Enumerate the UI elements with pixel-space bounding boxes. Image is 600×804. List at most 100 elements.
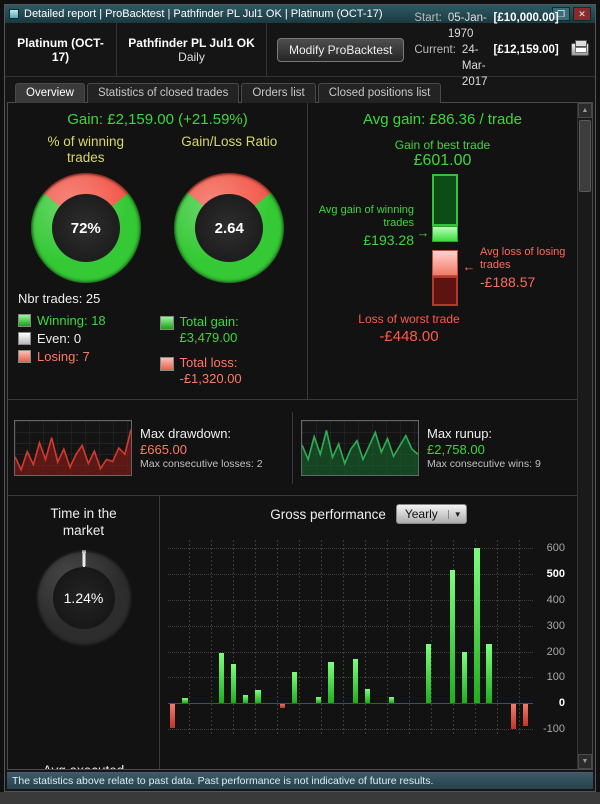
overview-content: Gain: £2,159.00 (+21.59%) % of winning t… bbox=[8, 103, 577, 769]
period-dropdown[interactable]: Yearly ▼ bbox=[395, 504, 467, 525]
avg-loss-label: Avg loss of losing trades bbox=[480, 246, 566, 272]
detailed-report-window: Detailed report | ProBacktest | Pathfind… bbox=[4, 4, 596, 792]
start-amount: [£10,000.00] bbox=[493, 11, 559, 24]
scrollbar-thumb[interactable] bbox=[579, 120, 591, 192]
vertical-divider bbox=[292, 411, 293, 484]
y-tick-label: 600 bbox=[546, 542, 565, 555]
performance-bar bbox=[182, 697, 188, 704]
tab-orders-list[interactable]: Orders list bbox=[241, 83, 316, 103]
winning-trades-title: % of winning trades bbox=[47, 134, 125, 165]
even-swatch-icon bbox=[18, 332, 31, 346]
y-tick-label: 200 bbox=[546, 645, 565, 658]
legend-even: Even: 0 bbox=[18, 331, 160, 346]
restore-button[interactable]: ❐ bbox=[552, 7, 570, 21]
drawdown-sparkline-svg bbox=[15, 428, 131, 475]
gridline bbox=[168, 574, 533, 576]
gross-performance-header: Gross performance Yearly ▼ bbox=[168, 504, 569, 525]
drawdown-text: Max drawdown: £665.00 Max consecutive lo… bbox=[140, 426, 284, 470]
y-tick-label: 100 bbox=[546, 671, 565, 684]
max-runup-label: Max runup: bbox=[427, 425, 493, 441]
losing-swatch-icon bbox=[18, 350, 31, 364]
start-row: Start: 05-Jan-1970 [£10,000.00] bbox=[414, 10, 558, 42]
drawdown-runup-section: Max drawdown: £665.00 Max consecutive lo… bbox=[8, 400, 577, 497]
start-label: Start: bbox=[414, 11, 442, 24]
winning-trades-donut-chart: 72% bbox=[30, 173, 141, 284]
arrow-right-icon: → bbox=[416, 225, 430, 240]
y-tick-label: 400 bbox=[546, 593, 565, 606]
bar-chart-area bbox=[168, 538, 533, 735]
scrollbar-track[interactable] bbox=[578, 118, 592, 754]
gridline bbox=[168, 728, 533, 730]
gross-performance-title: Gross performance bbox=[270, 506, 386, 522]
print-button[interactable] bbox=[565, 38, 595, 62]
best-trade-box bbox=[432, 174, 458, 226]
avg-win-box bbox=[432, 226, 458, 242]
summary-section: Gain: £2,159.00 (+21.59%) % of winning t… bbox=[8, 103, 577, 401]
time-in-market-gauge-chart: 1.24% bbox=[35, 549, 132, 646]
bottom-section: Time in the market 1.24% Avg executed Gr… bbox=[8, 496, 577, 769]
close-button[interactable]: ✕ bbox=[573, 7, 591, 21]
gross-performance-panel: Gross performance Yearly ▼ 600 500 400 300 2… bbox=[160, 496, 577, 769]
current-label: Current: bbox=[414, 43, 456, 56]
vertical-scrollbar[interactable]: ▲ ▼ bbox=[577, 103, 592, 769]
best-trade-value: £601.00 bbox=[413, 152, 472, 169]
total-loss-text: Total loss: -£1,320.00 bbox=[180, 355, 242, 388]
avg-loss-labels: Avg loss of losing trades -£188.57 bbox=[480, 246, 577, 290]
legend-winning: Winning: 18 bbox=[18, 313, 160, 328]
performance-bar bbox=[255, 690, 261, 704]
tab-overview[interactable]: Overview bbox=[15, 83, 85, 103]
total-gain-value: £3,479.00 bbox=[179, 330, 238, 346]
worst-trade-labels: Loss of worst trade -£448.00 bbox=[324, 312, 494, 345]
chevron-down-icon: ▼ bbox=[447, 509, 462, 519]
window-titlebar[interactable]: Detailed report | ProBacktest | Pathfind… bbox=[5, 5, 595, 23]
total-gain-row: Total gain: £3,479.00 bbox=[159, 314, 302, 347]
gridline bbox=[168, 599, 533, 601]
donut-titles: % of winning trades Gain/Loss Ratio bbox=[14, 134, 301, 165]
winning-swatch-icon bbox=[18, 314, 31, 328]
strategy-timeframe: Daily bbox=[178, 49, 205, 64]
disclaimer-text: The statistics above relate to past data… bbox=[12, 775, 434, 787]
y-tick-label: 500 bbox=[546, 568, 565, 581]
totals: Total gain: £3,479.00 Total loss: -£1,32… bbox=[159, 310, 302, 395]
worst-trade-value: -£448.00 bbox=[379, 328, 439, 345]
winning-count: Winning: 18 bbox=[37, 313, 106, 329]
total-loss-row: Total loss: -£1,320.00 bbox=[159, 355, 302, 388]
avg-gain-panel: Avg gain: £86.36 / trade Gain of best tr… bbox=[308, 103, 577, 399]
avg-win-label: Avg gain of winning trades bbox=[318, 204, 414, 230]
runup-sparkline-svg bbox=[302, 429, 418, 475]
account-dates: Start: 05-Jan-1970 [£10,000.00] Current:… bbox=[414, 10, 564, 90]
report-icon bbox=[9, 9, 19, 19]
avg-executed-label: Avg executed bbox=[36, 762, 132, 769]
tab-statistics-closed-trades[interactable]: Statistics of closed trades bbox=[86, 83, 240, 103]
tab-closed-positions-list[interactable]: Closed positions list bbox=[317, 83, 442, 103]
y-tick-label: 300 bbox=[546, 619, 565, 632]
performance-bar bbox=[328, 661, 334, 704]
max-drawdown-value: £665.00 bbox=[140, 441, 187, 457]
gridline bbox=[168, 651, 533, 653]
strategy-block: Pathfinder PL Jul1 OK Daily bbox=[117, 23, 267, 76]
runup-sparkline-chart bbox=[301, 419, 419, 476]
best-trade-label: Gain of best trade bbox=[394, 138, 491, 152]
gain-loss-ratio-title: Gain/Loss Ratio bbox=[181, 134, 278, 149]
scroll-down-button[interactable]: ▼ bbox=[578, 754, 592, 769]
printer-icon bbox=[570, 40, 589, 56]
y-tick-label: -100 bbox=[542, 722, 565, 735]
legend-and-totals: Winning: 18 Even: 0 Losing: 7 bbox=[14, 310, 301, 395]
modify-probacktest-button[interactable]: Modify ProBacktest bbox=[277, 37, 405, 62]
avg-loss-box bbox=[432, 250, 458, 276]
drawdown-sparkline-chart bbox=[14, 419, 132, 476]
performance-bar bbox=[279, 703, 285, 709]
start-date: 05-Jan-1970 bbox=[447, 11, 487, 40]
window-title: Detailed report | ProBacktest | Pathfind… bbox=[24, 8, 383, 20]
nbr-trades: Nbr trades: 25 bbox=[18, 291, 101, 307]
scroll-up-button[interactable]: ▲ bbox=[578, 103, 592, 118]
avg-win-value: £193.28 bbox=[363, 232, 414, 249]
gain-loss-ratio-donut-value: 2.64 bbox=[195, 194, 264, 263]
total-loss-swatch-icon bbox=[159, 356, 174, 371]
strategy-name: Pathfinder PL Jul1 OK bbox=[128, 35, 255, 50]
time-in-market-panel: Time in the market 1.24% Avg executed bbox=[8, 496, 160, 769]
performance-bar bbox=[425, 643, 431, 704]
performance-bar bbox=[218, 652, 225, 704]
total-gain-line: Gain: £2,159.00 (+21.59%) bbox=[67, 111, 248, 128]
avg-win-labels: Avg gain of winning trades £193.28 bbox=[314, 204, 414, 248]
